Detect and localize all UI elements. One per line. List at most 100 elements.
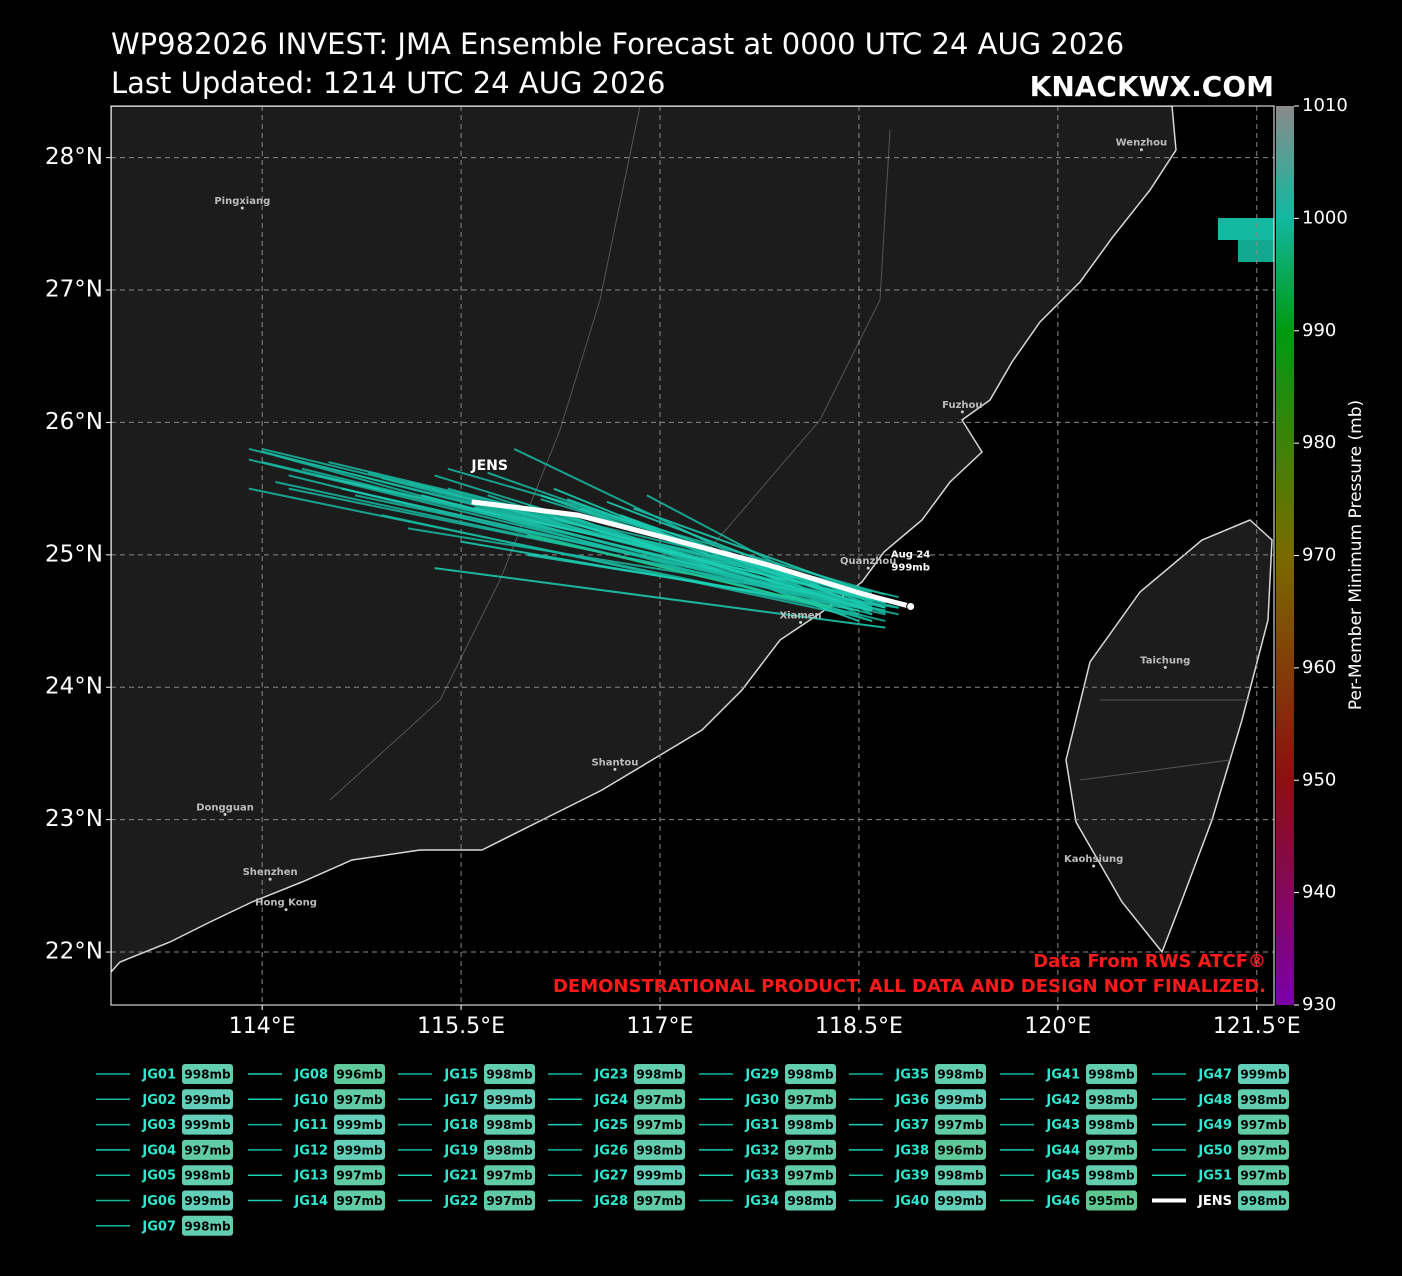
pressure-label: 999mb <box>937 1194 984 1208</box>
legend-name: JG34 <box>744 1194 779 1209</box>
labels: Wenzhou Pingxiang Fuzhou Quanzhou Xiamen Taic… <box>196 138 1190 912</box>
city-label: Wenzhou <box>1116 138 1168 149</box>
pressure-label: 997mb <box>336 1093 383 1107</box>
x-tick-label: 117°E <box>627 1014 694 1039</box>
colorbar-tick-label: 950 <box>1302 769 1336 790</box>
legend-name: JG28 <box>593 1194 628 1209</box>
colorbar-tick-label: 960 <box>1302 657 1336 678</box>
pressure-badge <box>785 1190 836 1211</box>
grid: 114°E 115.5°E 117°E 118.5°E 120°E 121.5°E 22°N… <box>45 106 1301 1039</box>
pressure-badge <box>634 1064 685 1084</box>
city-marker <box>268 877 272 881</box>
pressure-badge <box>334 1089 385 1110</box>
legend-name: JG51 <box>1197 1169 1232 1184</box>
city-label: Taichung <box>1140 655 1190 666</box>
member-track <box>421 494 873 612</box>
legend-name: JG26 <box>593 1143 628 1158</box>
colorbar-tick-label: 940 <box>1302 882 1336 903</box>
city-marker <box>613 767 617 771</box>
mean-track <box>471 499 912 609</box>
pressure-badge <box>1086 1064 1137 1084</box>
colorbar <box>1276 106 1294 1005</box>
pressure-label: 997mb <box>1240 1143 1287 1157</box>
pressure-label: 998mb <box>1088 1118 1135 1132</box>
pressure-badge <box>182 1139 233 1160</box>
pressure-badge <box>1238 1089 1289 1110</box>
legend-name: JG30 <box>744 1093 779 1108</box>
point-pressure: 999mb <box>891 562 929 573</box>
y-tick-label: 27°N <box>45 277 103 303</box>
legend-name: JG23 <box>593 1068 628 1083</box>
city-label: Xiamen <box>779 610 821 621</box>
city-marker <box>1163 665 1167 669</box>
pressure-badge <box>785 1165 836 1186</box>
pressure-badge <box>182 1165 233 1186</box>
pressure-label: 998mb <box>184 1068 231 1082</box>
chart-subtitle: Last Updated: 1214 UTC 24 AUG 2026 <box>111 66 665 100</box>
legend-name: JG05 <box>141 1169 176 1184</box>
pressure-badge <box>935 1190 986 1211</box>
pressure-label: 998mb <box>787 1068 834 1082</box>
legend-name: JG03 <box>141 1118 176 1133</box>
pressure-badge <box>334 1139 385 1160</box>
pressure-badge <box>1238 1190 1289 1211</box>
pressure-badge <box>1238 1165 1289 1186</box>
pressure-label: 998mb <box>486 1143 533 1157</box>
colorbar-tick-label: 980 <box>1302 432 1336 453</box>
x-tick-label: 121.5°E <box>1213 1014 1301 1039</box>
pressure-label: 997mb <box>636 1194 683 1208</box>
pressure-badge <box>182 1114 233 1135</box>
pressure-badge <box>182 1064 233 1084</box>
legend-name: JG04 <box>141 1143 176 1158</box>
legend-name: JG46 <box>1045 1194 1080 1209</box>
legend-name: JG38 <box>894 1143 929 1158</box>
city-marker <box>799 620 803 624</box>
x-tick-label: 115.5°E <box>417 1014 505 1039</box>
pressure-badge <box>785 1089 836 1110</box>
legend-name: JG50 <box>1197 1143 1232 1158</box>
legend-name: JG47 <box>1197 1068 1232 1083</box>
legend-name: JG06 <box>141 1194 176 1209</box>
pressure-label: 999mb <box>1240 1068 1287 1082</box>
point-date: Aug 24 <box>891 549 930 560</box>
legend-name: JG21 <box>443 1169 478 1184</box>
legend-name: JG15 <box>443 1068 478 1083</box>
city-label: Quanzhou <box>840 556 896 567</box>
pressure-badge <box>484 1114 535 1135</box>
legend-name: JG45 <box>1045 1169 1080 1184</box>
pressure-label: 998mb <box>787 1194 834 1208</box>
x-tick-label: 114°E <box>229 1014 296 1039</box>
legend-name: JG35 <box>894 1068 929 1083</box>
legend-name: JG41 <box>1045 1068 1080 1083</box>
y-tick-label: 23°N <box>45 806 103 832</box>
pressure-badge <box>785 1064 836 1084</box>
taiwan <box>1065 519 1273 954</box>
pressure-badge <box>334 1064 385 1084</box>
legend-name: JG42 <box>1045 1093 1080 1108</box>
city-marker <box>960 410 964 414</box>
legend-name: JG01 <box>141 1068 176 1083</box>
pressure-badge <box>1086 1139 1137 1160</box>
pressure-badge <box>634 1165 685 1186</box>
pressure-badge <box>935 1089 986 1110</box>
pressure-label: 996mb <box>937 1143 984 1157</box>
city-label: Shenzhen <box>243 867 298 878</box>
pressure-label: 998mb <box>184 1219 231 1233</box>
city-label: Dongguan <box>196 802 254 813</box>
pressure-label: 998mb <box>1088 1068 1135 1082</box>
pressure-label: 998mb <box>184 1169 231 1183</box>
pressure-label: 998mb <box>486 1068 533 1082</box>
city-marker <box>1092 864 1096 868</box>
pressure-label: 997mb <box>1088 1143 1135 1157</box>
pressure-label: 999mb <box>336 1143 383 1157</box>
legend-name: JG36 <box>894 1093 929 1108</box>
pressure-label: 997mb <box>937 1118 984 1132</box>
pressure-label: 998mb <box>636 1068 683 1082</box>
colorbar-tick-label: 970 <box>1302 545 1336 566</box>
pressure-badge <box>935 1165 986 1186</box>
pressure-label: 997mb <box>636 1118 683 1132</box>
legend-name: JG17 <box>443 1093 478 1108</box>
pressure-label: 998mb <box>1088 1169 1135 1183</box>
legend-name: JG27 <box>593 1169 628 1184</box>
